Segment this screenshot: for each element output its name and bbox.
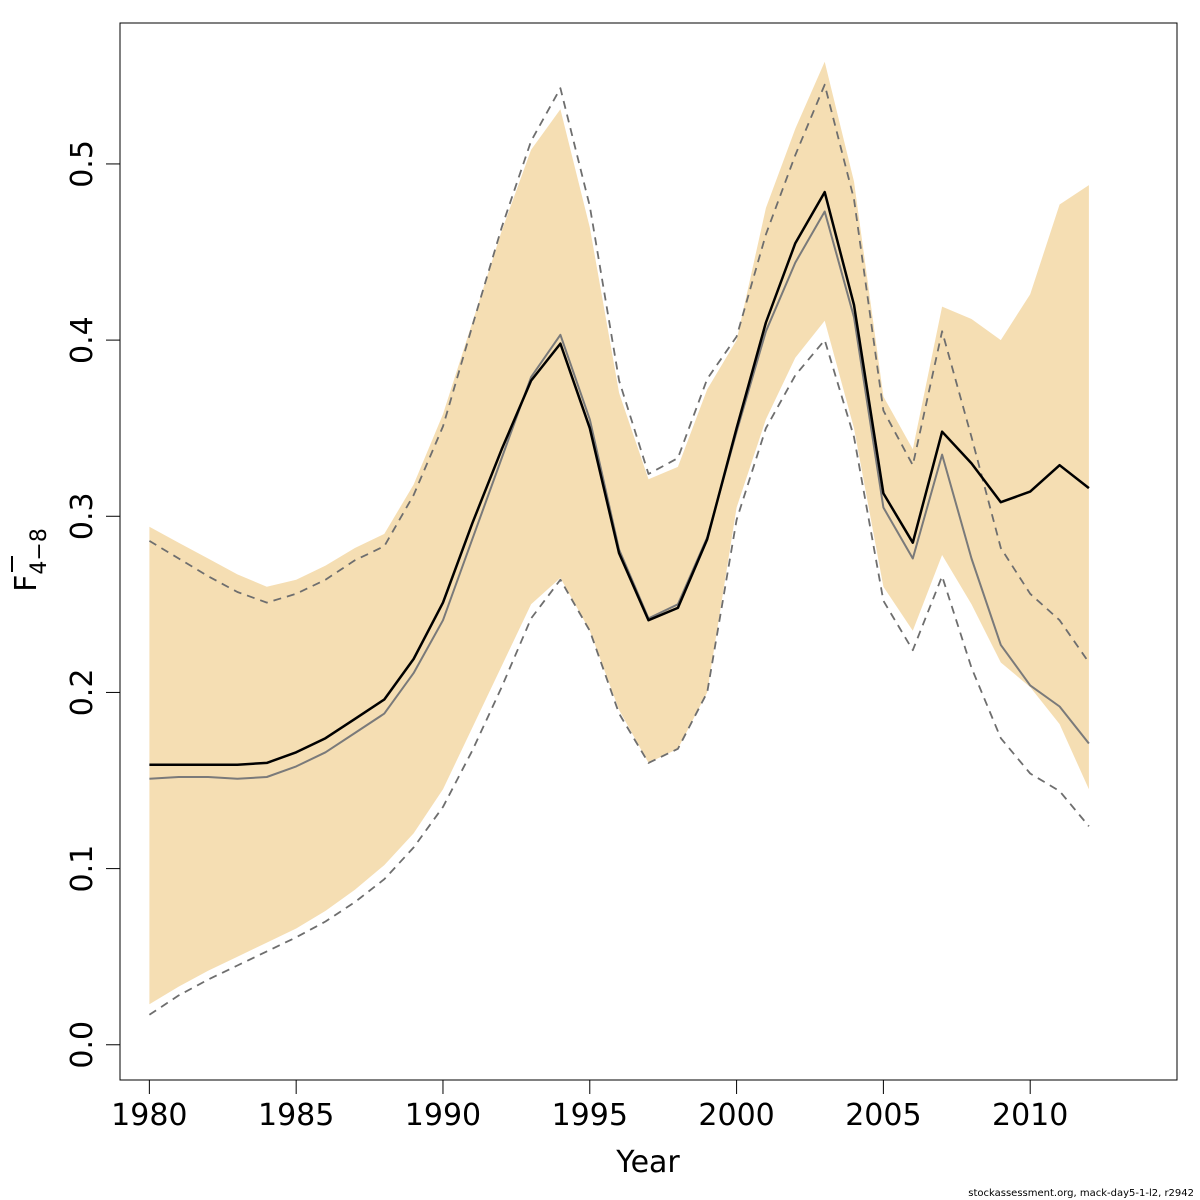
y-tick-label: 0.1 xyxy=(65,845,100,893)
x-tick-label: 2010 xyxy=(992,1098,1068,1133)
y-axis-title: F4−8 xyxy=(9,528,52,592)
x-axis: 1980 1985 1990 1995 2000 2005 2010 xyxy=(111,1079,1068,1133)
estimate-line xyxy=(149,190,1090,766)
y-tick-label: 0.2 xyxy=(65,669,100,717)
y-tick-label: 0.0 xyxy=(65,1021,100,1069)
x-axis-title: Year xyxy=(615,1145,680,1180)
x-tick-label: 1995 xyxy=(552,1098,628,1133)
x-tick-label: 1990 xyxy=(405,1098,481,1133)
series-layer xyxy=(148,83,1090,1016)
y-axis: 0.0 0.1 0.2 0.3 0.4 0.5 xyxy=(65,140,121,1069)
y-tick-label: 0.5 xyxy=(65,140,100,188)
upper-bound-dashed-line xyxy=(148,83,1090,664)
x-tick-label: 2000 xyxy=(698,1098,774,1133)
confidence-band-layer xyxy=(149,61,1089,1005)
confidence-band xyxy=(149,61,1089,1005)
x-tick-label: 1980 xyxy=(111,1098,187,1133)
svg-text:F4−8: F4−8 xyxy=(9,528,52,592)
y-axis-title-subscript: 4−8 xyxy=(27,528,52,574)
footer-credit: stockassessment.org, mack-day5-1-l2, r29… xyxy=(968,1188,1194,1199)
x-tick-label: 2005 xyxy=(845,1098,921,1133)
y-tick-label: 0.4 xyxy=(65,316,100,364)
y-tick-label: 0.3 xyxy=(65,492,100,540)
y-axis-title-base: F xyxy=(9,575,44,592)
x-tick-label: 1985 xyxy=(258,1098,334,1133)
